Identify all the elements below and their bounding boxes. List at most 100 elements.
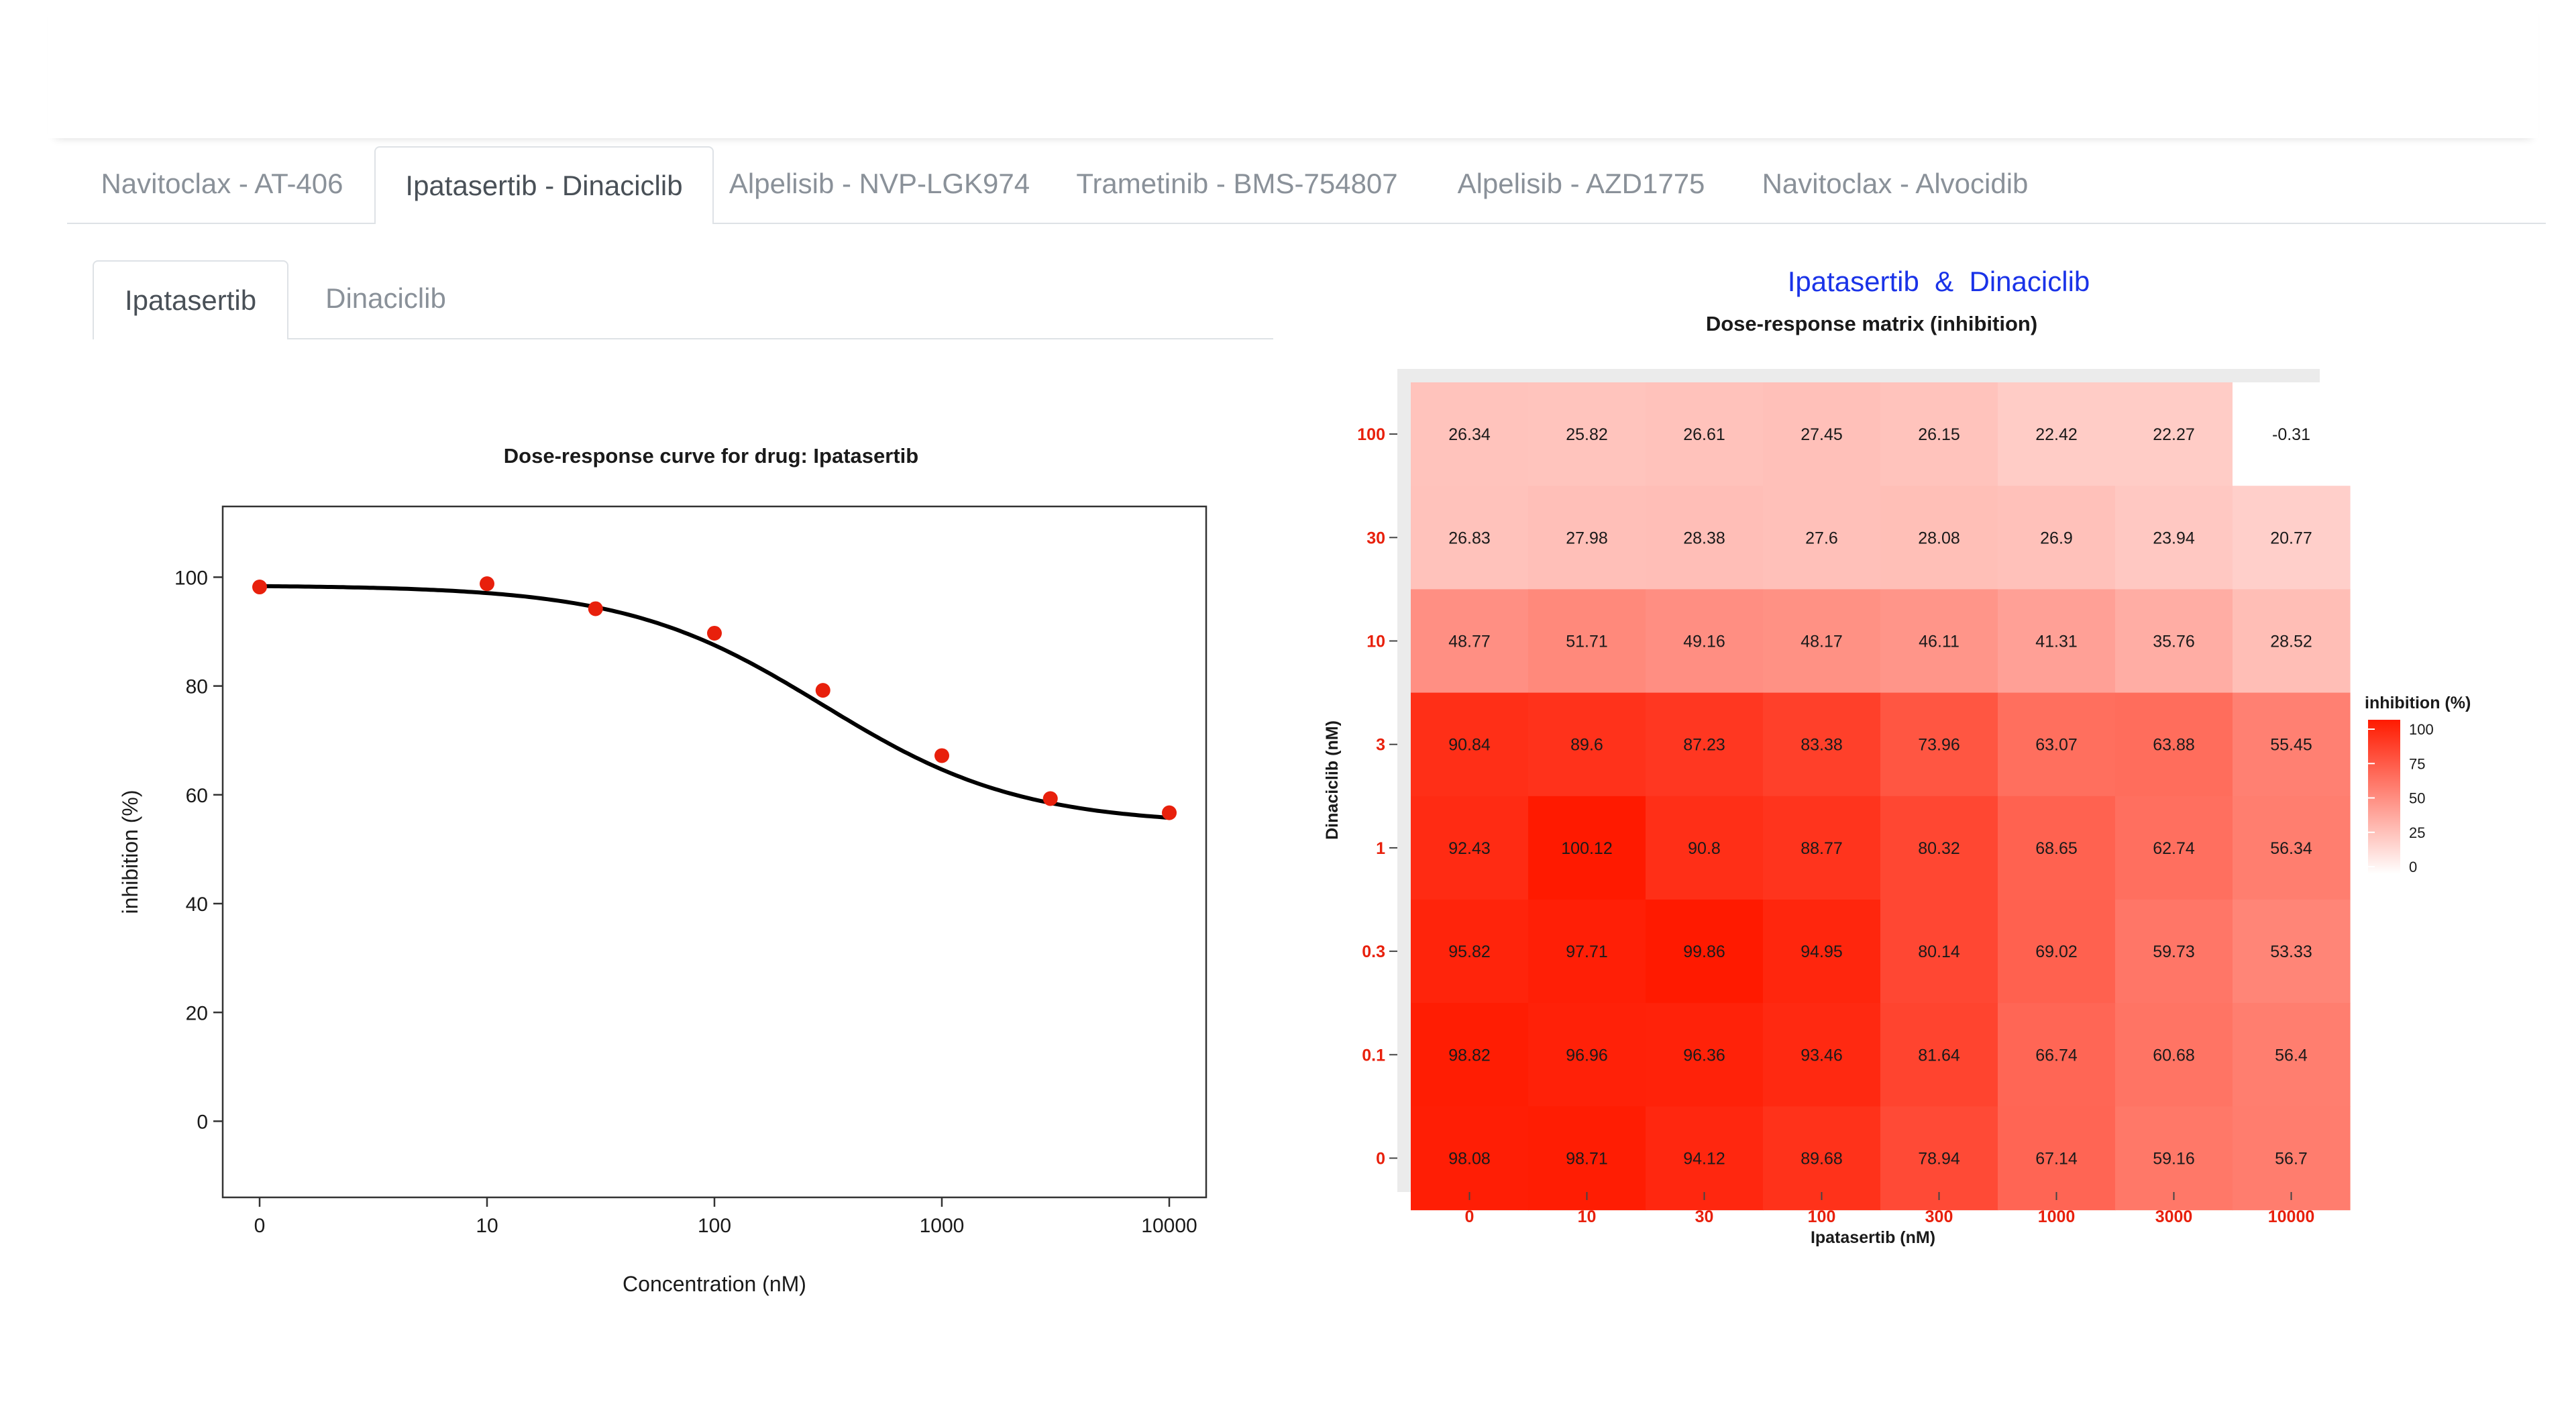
heatmap-cell-value: 53.33 (2270, 942, 2312, 961)
heatmap-cell-value: 97.71 (1566, 942, 1608, 961)
heatmap-cell-value: 67.14 (2035, 1150, 2078, 1169)
heatmap-cell (1646, 900, 1764, 1004)
heatmap-cells: 26.34 25.82 26.61 27.45 26.15 22.42 22.27 -0.31… (1411, 382, 2351, 1211)
tab-alpelisib-nvp-lgk974[interactable]: Alpelisib - NVP-LGK974 (729, 168, 1030, 199)
heatmap-cell-value: 94.95 (1801, 942, 1843, 961)
heatmap-cell-value: 56.7 (2275, 1150, 2308, 1169)
tab-navitoclax-at406[interactable]: Navitoclax - AT-406 (101, 168, 343, 199)
curve-data-point (707, 625, 722, 641)
heatmap-cell (2233, 589, 2351, 694)
heatmap-cell-value: 46.11 (1919, 633, 1960, 651)
tab-alpelisib-azd1775[interactable]: Alpelisib - AZD1775 (1457, 168, 1705, 199)
curve-y-tick-label: 100 (174, 567, 208, 589)
heatmap-cell-value: 68.65 (2035, 839, 2078, 858)
heatmap-cell (1998, 796, 2116, 900)
top-bar (48, 0, 2538, 138)
heatmap-cell (2233, 900, 2351, 1004)
heatmap-cell-value: 98.08 (1448, 1150, 1491, 1169)
tab-ipatasertib[interactable]: Ipatasertib (93, 260, 288, 339)
heatmap-cell-value: 96.36 (1683, 1046, 1725, 1065)
heatmap-cell (2115, 900, 2233, 1004)
heatmap-cell-value: 83.38 (1801, 736, 1843, 755)
heatmap-cell (1998, 692, 2116, 797)
heatmap-cell (2115, 382, 2233, 486)
heatmap-cell-value: 26.15 (1918, 425, 1960, 444)
tab-dinaciclib[interactable]: Dinaciclib (325, 282, 446, 314)
heatmap-cell-value: 55.45 (2270, 736, 2312, 755)
heatmap-cell-value: 98.71 (1566, 1150, 1608, 1169)
heatmap-cell (1880, 486, 1998, 590)
curve-y-tick-label: 0 (197, 1111, 208, 1133)
heatmap-cell (2233, 486, 2351, 590)
heatmap-cell-value: 81.64 (1918, 1046, 1960, 1065)
heatmap-subtitle: Dose-response matrix (inhibition) (1706, 312, 2037, 335)
heatmap-cell (1411, 796, 1529, 900)
tab-trametinib-bms754807[interactable]: Trametinib - BMS-754807 (1076, 168, 1398, 199)
heatmap-cell-value: 63.07 (2035, 736, 2078, 755)
curve-chart-title: Dose-response curve for drug: Ipataserti… (504, 444, 918, 468)
heatmap-cell-value: 20.77 (2270, 529, 2312, 547)
curve-plot-frame (221, 505, 1208, 1199)
curve-x-tick-label: 10 (476, 1215, 498, 1237)
heatmap-cell-value: 98.82 (1448, 1046, 1491, 1065)
heatmap-cell (2233, 692, 2351, 797)
legend-title: inhibition (%) (2365, 694, 2471, 712)
curve-y-axis-label: inhibition (%) (118, 790, 142, 914)
heatmap-cell (1998, 900, 2116, 1004)
heatmap-cell-value: 23.94 (2153, 529, 2195, 547)
heatmap-cell-value: 80.32 (1918, 839, 1960, 858)
curve-data-point (1162, 805, 1177, 820)
heatmap-cell-value: 99.86 (1683, 942, 1725, 961)
heatmap-cell (1646, 486, 1764, 590)
heatmap-cell (1528, 1003, 1646, 1107)
heatmap-cell (1998, 1003, 2116, 1107)
heatmap-cell-value: 59.16 (2153, 1150, 2195, 1169)
curve-y-tick-label: 60 (186, 785, 208, 807)
heatmap-cell-value: 25.82 (1566, 425, 1608, 444)
heatmap-cell (1411, 1003, 1529, 1107)
heatmap-cell-value: 26.34 (1448, 425, 1491, 444)
legend-color-bar (2368, 720, 2400, 874)
heatmap-cell (1411, 900, 1529, 1004)
legend-tick-label: 100 (2409, 721, 2434, 738)
heatmap-cell (1763, 486, 1881, 590)
heatmap-cell (1528, 796, 1646, 900)
heatmap-y-tick-label: 3 (1376, 736, 1385, 755)
heatmap-x-axis: 0 10 30 100 300 1000 3000 10000 (1465, 1192, 2314, 1226)
curve-data-point (934, 748, 949, 763)
heatmap-cell-value: 69.02 (2035, 942, 2078, 961)
curve-data-point (815, 683, 830, 698)
legend-ticks: 100 75 50 25 0 (2368, 721, 2434, 875)
curve-y-axis: 0 20 40 60 80 100 (174, 567, 223, 1133)
heatmap-cell (1646, 589, 1764, 694)
heatmap-cell (1763, 382, 1881, 486)
heatmap-cell-value: 28.38 (1683, 529, 1725, 547)
heatmap-cell (1763, 900, 1881, 1004)
heatmap-cell (2233, 796, 2351, 900)
heatmap-cell-value: 62.74 (2153, 839, 2195, 858)
heatmap-cell-value: 90.8 (1688, 839, 1721, 858)
dose-response-curve-chart: Dose-response curve for drug: Ipataserti… (118, 444, 1208, 1296)
heatmap-y-axis-label: Dinaciclib (nM) (1323, 720, 1342, 840)
heatmap-y-tick-label: 100 (1357, 425, 1385, 444)
heatmap-cell-value: 27.6 (1805, 529, 1838, 547)
heatmap-cell (1880, 692, 1998, 797)
heatmap-cell-value: 95.82 (1448, 942, 1491, 961)
heatmap-cell-value: -0.31 (2272, 425, 2310, 444)
curve-x-tick-label: 0 (254, 1215, 266, 1237)
heatmap-cell (1763, 1003, 1881, 1107)
dose-response-matrix-chart: Ipatasertib & Dinaciclib Dose-response m… (1323, 266, 2471, 1247)
heatmap-cell (1646, 1003, 1764, 1107)
heatmap-cell (1411, 589, 1529, 694)
heatmap-cell (2115, 1003, 2233, 1107)
curve-x-axis-label: Concentration (nM) (623, 1272, 806, 1296)
heatmap-cell (1998, 486, 2116, 590)
heatmap-y-tick-label: 0.1 (1362, 1046, 1385, 1065)
curve-x-tick-label: 100 (698, 1215, 731, 1237)
tab-navitoclax-alvocidib[interactable]: Navitoclax - Alvocidib (1762, 168, 2029, 199)
tab-ipatasertib-dinaciclib[interactable]: Ipatasertib - Dinaciclib (374, 146, 714, 224)
heatmap-cell (1528, 900, 1646, 1004)
heatmap-cell (1411, 692, 1529, 797)
heatmap-cell (1998, 382, 2116, 486)
heatmap-x-tick-label: 3000 (2155, 1207, 2193, 1226)
